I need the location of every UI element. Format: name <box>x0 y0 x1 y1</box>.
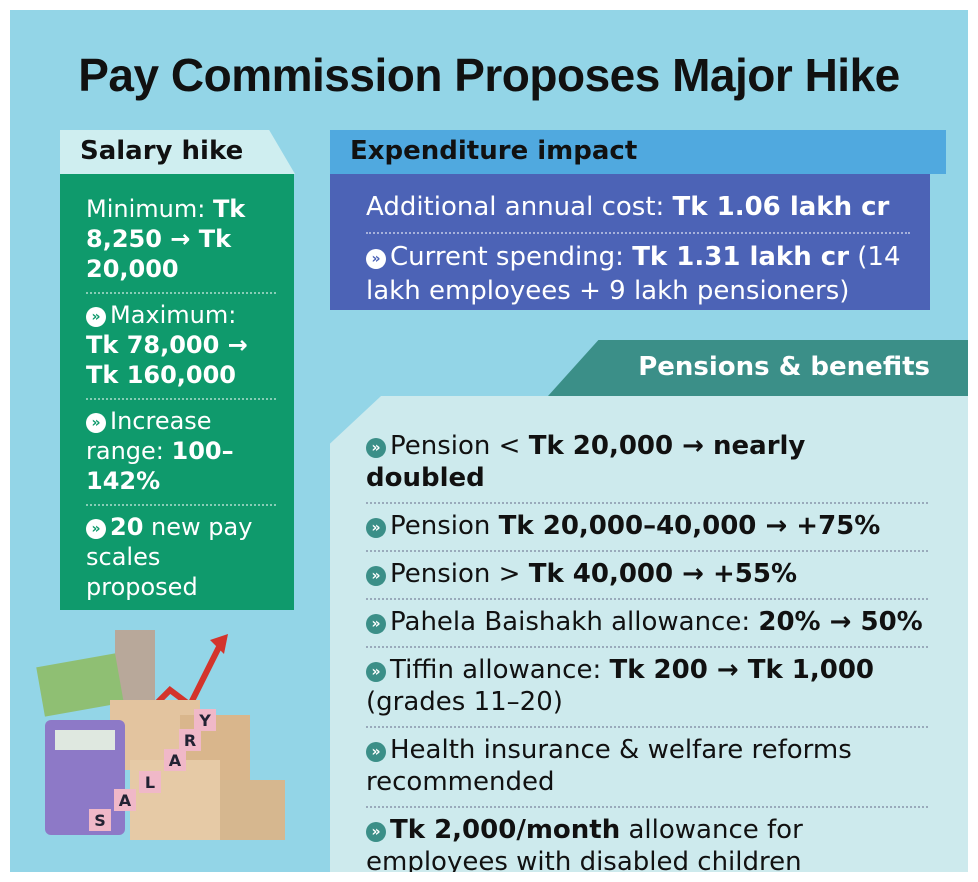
bold-text: Tk 1.06 lakh cr <box>672 192 890 222</box>
list-item: » Health insurance & welfare reforms reco… <box>366 728 928 808</box>
bullet-icon: » <box>86 519 106 539</box>
expenditure-list: Additional annual cost: Tk 1.06 lakh cr »… <box>330 174 930 310</box>
bullet-icon: » <box>366 518 386 538</box>
bullet-icon: » <box>366 249 386 269</box>
list-item: » Increase range: 100–142% <box>86 400 276 506</box>
list-item: » Pension > Tk 40,000 → +55% <box>366 552 928 600</box>
letter-tile <box>89 809 111 831</box>
letter-tile <box>164 749 186 771</box>
text: Maximum: <box>110 301 237 329</box>
text: Pension < <box>390 431 529 461</box>
text: Health insurance & welfare reforms recom… <box>366 735 852 797</box>
salary-list: Minimum: Tk 8,250 → Tk 20,000» Maximum: T… <box>60 174 294 610</box>
section-heading: Expenditure impact <box>330 130 946 174</box>
bold-text: Tk 20,000–40,000 → +75% <box>498 511 881 541</box>
list-item: » Maximum: Tk 78,000 → Tk 160,000 <box>86 294 276 400</box>
list-item: Additional annual cost: Tk 1.06 lakh cr <box>366 184 910 234</box>
bullet-icon: » <box>366 742 386 762</box>
list-item: » Current spending: Tk 1.31 lakh cr (14 l… <box>366 234 910 316</box>
bullet-icon: » <box>366 566 386 586</box>
bold-text: Tk 78,000 → Tk 160,000 <box>86 331 248 389</box>
list-item: Minimum: Tk 8,250 → Tk 20,000 <box>86 188 276 294</box>
text: new pay scales proposed <box>86 513 253 601</box>
letter-tile <box>114 789 136 811</box>
bullet-icon: » <box>366 438 386 458</box>
bold-text: Tk 40,000 → +55% <box>528 559 798 589</box>
text: Tiffin allowance: <box>390 655 610 685</box>
text: Additional annual cost: <box>366 192 673 222</box>
list-item: » Tiffin allowance: Tk 200 → Tk 1,000 (gr… <box>366 648 928 728</box>
section-heading: Pensions & benefits <box>548 340 968 396</box>
bold-text: Tk 1.31 lakh cr <box>632 242 850 272</box>
bold-text: 20 <box>110 513 144 541</box>
bold-text: Tk 20,000 → nearly doubled <box>366 431 806 493</box>
letter-tile <box>179 729 201 751</box>
list-item: » Pahela Baishakh allowance: 20% → 50% <box>366 600 928 648</box>
text: Pension > <box>390 559 529 589</box>
box <box>210 780 285 840</box>
text: Minimum: <box>86 195 213 223</box>
arrow-head <box>210 634 228 654</box>
text: (grades 11–20) <box>366 687 563 717</box>
bold-text: Tk 200 → Tk 1,000 <box>609 655 875 685</box>
list-item: » Pension < Tk 20,000 → nearly doubled <box>366 424 928 504</box>
bold-text: Tk 2,000/month <box>390 815 621 845</box>
list-item: » Tk 2,000/month allowance for employees … <box>366 808 928 877</box>
bold-text: 20% → 50% <box>758 607 923 637</box>
letter: A <box>169 751 182 770</box>
section-heading: Salary hike <box>60 130 295 174</box>
letter: A <box>119 791 132 810</box>
calculator-screen <box>55 730 115 750</box>
bullet-icon: » <box>366 662 386 682</box>
text: Pension <box>390 511 499 541</box>
list-item: » Pension Tk 20,000–40,000 → +75% <box>366 504 928 552</box>
text: Current spending: <box>390 242 633 272</box>
letter: L <box>145 773 155 792</box>
pensions-list: » Pension < Tk 20,000 → nearly doubled» Pe… <box>330 396 968 872</box>
letter: Y <box>198 711 211 730</box>
text: allowance for employees with disabled ch… <box>366 815 803 877</box>
letter: R <box>184 731 196 750</box>
bullet-icon: » <box>366 822 386 842</box>
bold-text: 100–142% <box>86 437 234 495</box>
bold-text: Tk 8,250 → Tk 20,000 <box>86 195 246 283</box>
cash <box>36 653 124 717</box>
text: Pahela Baishakh allowance: <box>390 607 759 637</box>
letter: S <box>94 811 106 830</box>
list-item: » 20 new pay scales proposed <box>86 506 276 610</box>
letter-tile <box>194 709 216 731</box>
text: (14 lakh employees + 9 lakh pensioners) <box>366 242 901 306</box>
text: Increase range: <box>86 407 212 465</box>
letter-tile <box>139 771 161 793</box>
title: Pay Commission Proposes Major Hike <box>78 49 900 101</box>
bullet-icon: » <box>366 614 386 634</box>
bullet-icon: » <box>86 307 106 327</box>
bullet-icon: » <box>86 413 106 433</box>
